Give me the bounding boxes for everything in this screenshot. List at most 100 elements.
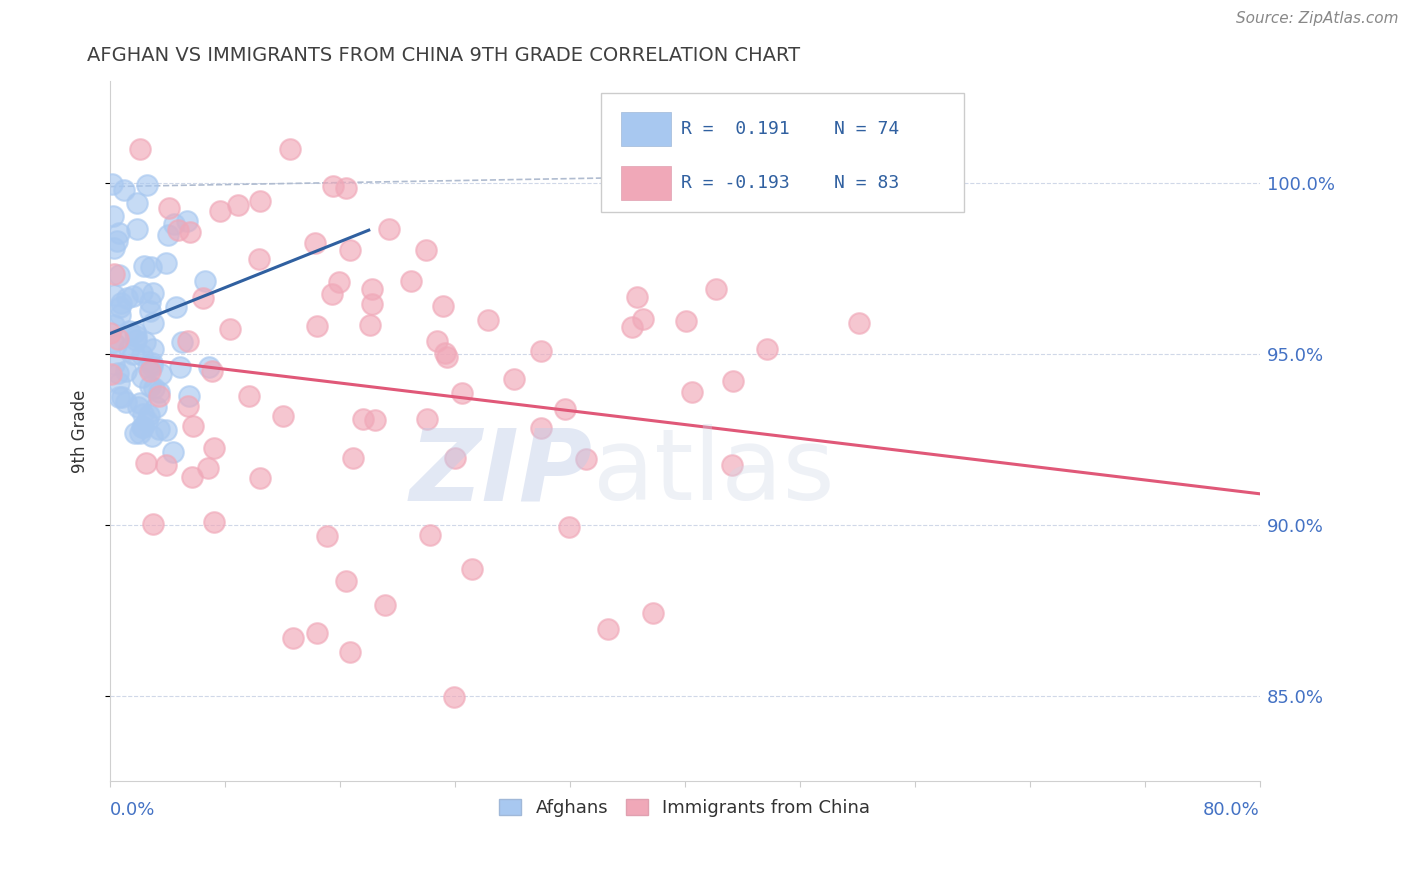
Point xyxy=(131,419,153,434)
Text: ZIP: ZIP xyxy=(411,425,593,521)
Point xyxy=(176,214,198,228)
Point xyxy=(127,400,149,414)
Point xyxy=(135,414,157,428)
Text: 80.0%: 80.0% xyxy=(1204,802,1260,820)
Point xyxy=(169,360,191,375)
Point xyxy=(100,177,122,191)
Point xyxy=(322,179,344,194)
Point xyxy=(167,223,190,237)
Point xyxy=(110,308,132,322)
Text: Source: ZipAtlas.com: Source: ZipAtlas.com xyxy=(1236,11,1399,26)
Point xyxy=(141,429,163,443)
Point xyxy=(339,243,361,257)
Point xyxy=(621,320,644,334)
Point xyxy=(721,374,744,388)
Point xyxy=(142,286,165,301)
Point xyxy=(108,376,131,390)
Point xyxy=(720,458,742,472)
Point xyxy=(111,390,134,404)
Point xyxy=(558,520,581,534)
Point xyxy=(181,418,204,433)
Point xyxy=(179,225,201,239)
Point xyxy=(339,645,361,659)
FancyBboxPatch shape xyxy=(620,112,671,146)
Point xyxy=(321,286,343,301)
Point xyxy=(530,344,553,359)
Point xyxy=(401,274,423,288)
Point xyxy=(374,599,396,613)
Text: 0.0%: 0.0% xyxy=(110,802,156,820)
Point xyxy=(115,394,138,409)
Point xyxy=(163,217,186,231)
Point xyxy=(197,461,219,475)
Point xyxy=(125,195,148,210)
Point xyxy=(361,297,384,311)
Point xyxy=(148,389,170,403)
Point xyxy=(139,294,162,309)
Point xyxy=(436,350,458,364)
Point xyxy=(138,408,160,422)
Point xyxy=(554,401,576,416)
FancyBboxPatch shape xyxy=(600,93,965,212)
Point xyxy=(461,562,484,576)
Point xyxy=(305,625,328,640)
Point xyxy=(135,178,157,192)
Point xyxy=(352,411,374,425)
Point xyxy=(444,450,467,465)
Point xyxy=(598,622,620,636)
Legend: Afghans, Immigrants from China: Afghans, Immigrants from China xyxy=(492,792,877,824)
Point xyxy=(108,226,131,240)
Point xyxy=(124,325,146,339)
Point xyxy=(155,423,177,437)
Point xyxy=(503,371,526,385)
Point xyxy=(304,235,326,250)
Point xyxy=(100,368,122,382)
Point xyxy=(226,198,249,212)
Text: R = -0.193: R = -0.193 xyxy=(682,174,790,192)
Point xyxy=(148,422,170,436)
Text: N = 83: N = 83 xyxy=(834,174,900,192)
Point xyxy=(335,181,357,195)
Point xyxy=(249,471,271,485)
Point xyxy=(681,385,703,400)
Point xyxy=(208,204,231,219)
Point xyxy=(142,517,165,532)
Point xyxy=(361,282,384,296)
Text: R =  0.191: R = 0.191 xyxy=(682,120,790,138)
Point xyxy=(108,391,131,405)
Point xyxy=(155,256,177,270)
Point xyxy=(134,334,156,349)
Point xyxy=(156,228,179,243)
Point xyxy=(108,268,131,282)
Point xyxy=(131,348,153,362)
Point xyxy=(335,574,357,589)
Point xyxy=(110,295,132,310)
Point xyxy=(103,241,125,255)
Point xyxy=(136,359,159,374)
Point xyxy=(247,252,270,266)
Point xyxy=(125,221,148,235)
Point xyxy=(316,529,339,543)
Point xyxy=(139,260,162,274)
Point xyxy=(342,450,364,465)
Point xyxy=(419,528,441,542)
Point xyxy=(132,407,155,421)
Point xyxy=(129,142,152,156)
Point xyxy=(142,316,165,330)
Point xyxy=(114,364,136,378)
Point xyxy=(142,381,165,395)
Point xyxy=(198,360,221,375)
Point xyxy=(132,420,155,434)
Point xyxy=(103,318,125,332)
Point xyxy=(756,342,779,356)
Text: atlas: atlas xyxy=(593,425,835,521)
Point xyxy=(575,452,598,467)
Point xyxy=(359,318,381,333)
Point xyxy=(155,458,177,472)
Point xyxy=(131,285,153,299)
Point xyxy=(165,300,187,314)
Point xyxy=(170,334,193,349)
Point xyxy=(128,426,150,441)
Point xyxy=(434,346,457,360)
Point xyxy=(426,334,449,349)
